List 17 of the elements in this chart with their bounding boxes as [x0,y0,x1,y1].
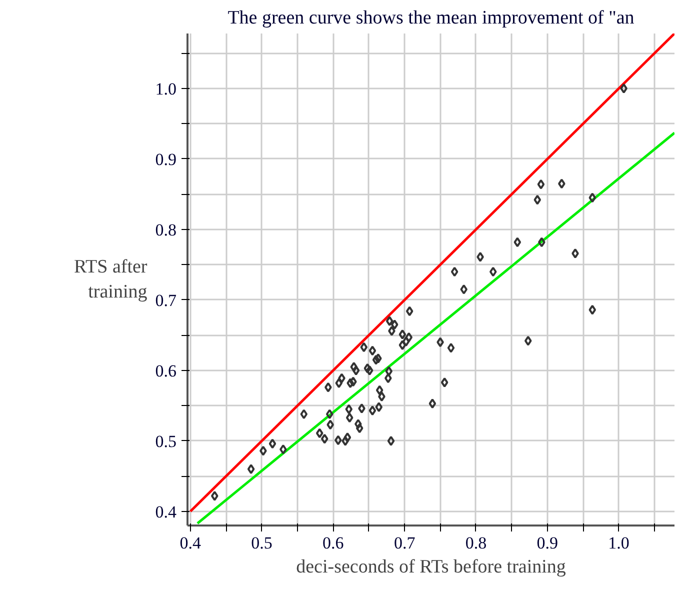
x-tick-label: 0.5 [251,534,272,552]
y-tick-label: 0.7 [155,290,177,310]
y-tick-label: 1.0 [155,79,176,98]
x-tick-label: 0.4 [180,534,202,552]
y-tick-label: 0.6 [155,361,176,380]
y-tick-label: 0.4 [155,502,177,522]
y-axis-title: RTS after training [74,256,148,303]
x-tick-label: 0.7 [394,534,416,552]
x-tick-label: 0.6 [322,534,344,552]
x-tick-label: 1.0 [608,534,630,552]
x-axis-title: deci-seconds of RTs before training [296,556,566,578]
y-tick-label: 0.8 [155,220,176,240]
y-tick-label: 0.5 [155,432,176,451]
x-tick-label: 0.9 [536,534,558,552]
x-tick-label: 0.8 [465,534,487,552]
chart-title: The green curve shows the mean improvement of "an [228,8,635,28]
y-tick-label: 0.9 [155,150,176,169]
